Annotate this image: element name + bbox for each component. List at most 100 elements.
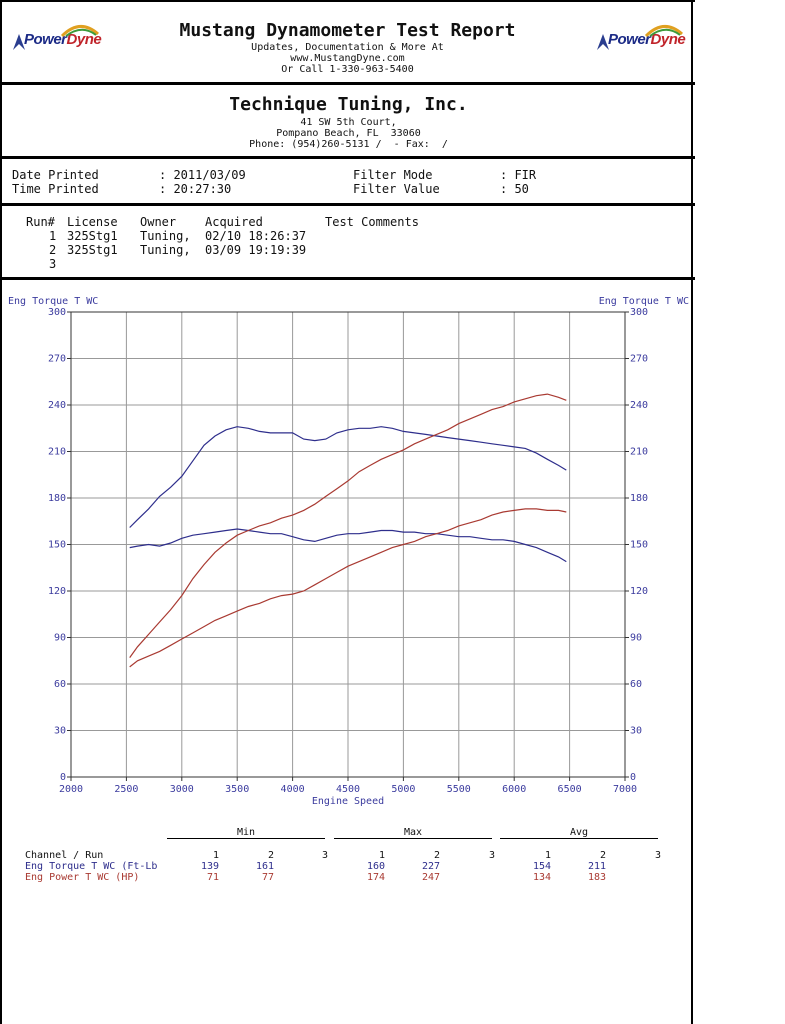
summary-cell: 139 [201,861,220,872]
y-tick-label-right: 90 [630,633,642,644]
x-tick-label: 4000 [281,784,305,795]
x-tick-label: 5500 [447,784,471,795]
y-tick-label-right: 60 [630,679,642,690]
filter-value-value: : 50 [500,182,529,196]
filter-mode-value: : FIR [500,168,537,182]
avg-group-rule [500,838,658,839]
summary-cell: 134 [533,872,552,883]
x-tick-label: 2000 [59,784,83,795]
divider [2,277,695,280]
summary-row-label: Eng Torque T WC (Ft-Lb [25,861,158,872]
y-tick-label-right: 270 [630,354,648,365]
y-tick-label-left: 0 [60,772,66,783]
runs-header-owner: Owner [140,215,177,229]
run-col-header: 2 [268,850,275,861]
y-tick-label-right: 300 [630,307,648,318]
divider [2,156,695,159]
header-line-updates: Updates, Documentation & More At [251,42,444,53]
summary-row-label: Eng Power T WC (HP) [25,872,140,883]
y-tick-label-right: 180 [630,493,648,504]
y-tick-label-right: 240 [630,400,648,411]
logo-arrow-icon [597,34,609,50]
y-tick-label-left: 120 [48,586,66,597]
x-tick-label: 6000 [502,784,526,795]
y-tick-label-left: 90 [54,633,66,644]
x-tick-label: 7000 [613,784,637,795]
summary-cell: 160 [367,861,386,872]
dyno-chart: 2000 2500 3000 3500 4000 4500 5000 5500 6000 6500… [8,296,689,807]
top-border [2,0,695,2]
run-col-header: 1 [213,850,220,861]
shop-phone: Phone: (954)260-5131 / - Fax: / [249,139,448,150]
x-tick-label: 4500 [336,784,360,795]
runs-header-acquired: Acquired [205,215,263,229]
y-tick-label-left: 60 [54,679,66,690]
torque-run-1-line [129,528,567,563]
run-license: 325Stg1 [67,243,118,257]
torque-run-2-line [129,426,567,528]
power-run-1-line [129,508,567,668]
divider [2,203,695,206]
run-acquired: 02/10 18:26:37 [205,229,307,243]
run-number: 3 [49,257,57,271]
max-group-rule [334,838,492,839]
y-tick-label-left: 150 [48,540,66,551]
x-tick-label: 3500 [225,784,249,795]
logo-swoosh-icon [644,25,683,38]
shop-address-2: Pompano Beach, FL 33060 [276,128,421,139]
y-tick-label-right: 150 [630,540,648,551]
run-col-header: 3 [322,850,329,861]
power-run-2-line [129,393,567,658]
left-axis-label: Eng Torque T WC [8,296,98,307]
run-owner: Tuning, [140,243,191,257]
filter-mode-label: Filter Mode [353,168,433,182]
time-printed-label: Time Printed [12,182,99,196]
summary-cell: 161 [256,861,275,872]
run-acquired: 03/09 19:19:39 [205,243,307,257]
summary-cell: 174 [367,872,386,883]
divider [2,82,695,85]
shop-address-1: 41 SW 5th Court, [300,117,397,128]
run-number: 1 [49,229,57,243]
x-tick-label: 2500 [114,784,138,795]
y-tick-label-right: 30 [630,726,642,737]
header-line-phone: Or Call 1-330-963-5400 [281,64,414,75]
y-tick-label-right: 120 [630,586,648,597]
date-printed-value: : 2011/03/09 [159,168,246,182]
logo-swoosh-icon [60,25,99,38]
summary-cell: 211 [588,861,607,872]
x-axis-label: Engine Speed [312,796,384,807]
summary-cell: 247 [422,872,441,883]
logo-text-power: Power [24,31,67,48]
time-printed-value: : 20:27:30 [159,182,232,196]
max-group-label: Max [403,827,423,838]
run-col-header: 2 [600,850,607,861]
y-tick-label-left: 180 [48,493,66,504]
filter-value-label: Filter Value [353,182,440,196]
logo-text-power: Power [608,31,651,48]
runs-header-run: Run# [26,215,55,229]
x-tick-label: 6500 [558,784,582,795]
y-tick-label-right: 210 [630,447,648,458]
avg-group-label: Avg [569,827,589,838]
x-tick-label: 3000 [170,784,194,795]
summary-cell: 227 [422,861,441,872]
runs-header-license: License [67,215,118,229]
run-col-header: 2 [434,850,441,861]
logo-text-dyne: Dyne [650,31,686,48]
summary-cell: 154 [533,861,552,872]
run-col-header: 3 [655,850,662,861]
run-license: 325Stg1 [67,229,118,243]
summary-cell: 183 [588,872,607,883]
powerdyne-logo-left: PowerDyne [12,25,104,56]
logo-arrow-icon [13,34,25,50]
x-tick-label: 5000 [391,784,415,795]
runs-header-comments: Test Comments [325,215,419,229]
shop-name: Technique Tuning, Inc. [229,94,468,115]
run-col-header: 3 [489,850,496,861]
y-tick-label-left: 210 [48,447,66,458]
summary-cell: 77 [261,872,274,883]
run-col-header: 1 [545,850,552,861]
run-owner: Tuning, [140,229,191,243]
y-tick-label-left: 300 [48,307,66,318]
